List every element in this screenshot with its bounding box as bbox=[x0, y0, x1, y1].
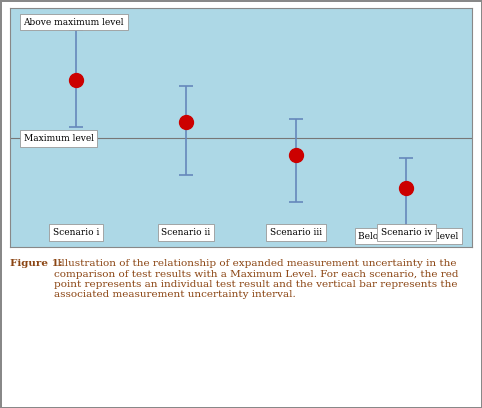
Text: Maximum level: Maximum level bbox=[24, 134, 94, 143]
Text: Scenario iii: Scenario iii bbox=[270, 228, 322, 237]
Text: Figure 1:: Figure 1: bbox=[10, 259, 62, 268]
Text: Scenario ii: Scenario ii bbox=[161, 228, 211, 237]
Text: Below maximum level: Below maximum level bbox=[358, 232, 458, 241]
Text: Scenario i: Scenario i bbox=[53, 228, 99, 237]
Text: Above maximum level: Above maximum level bbox=[24, 18, 124, 27]
Text: Scenario iv: Scenario iv bbox=[380, 228, 432, 237]
Text: Illustration of the relationship of expanded measurement uncertainty in the comp: Illustration of the relationship of expa… bbox=[54, 259, 458, 299]
